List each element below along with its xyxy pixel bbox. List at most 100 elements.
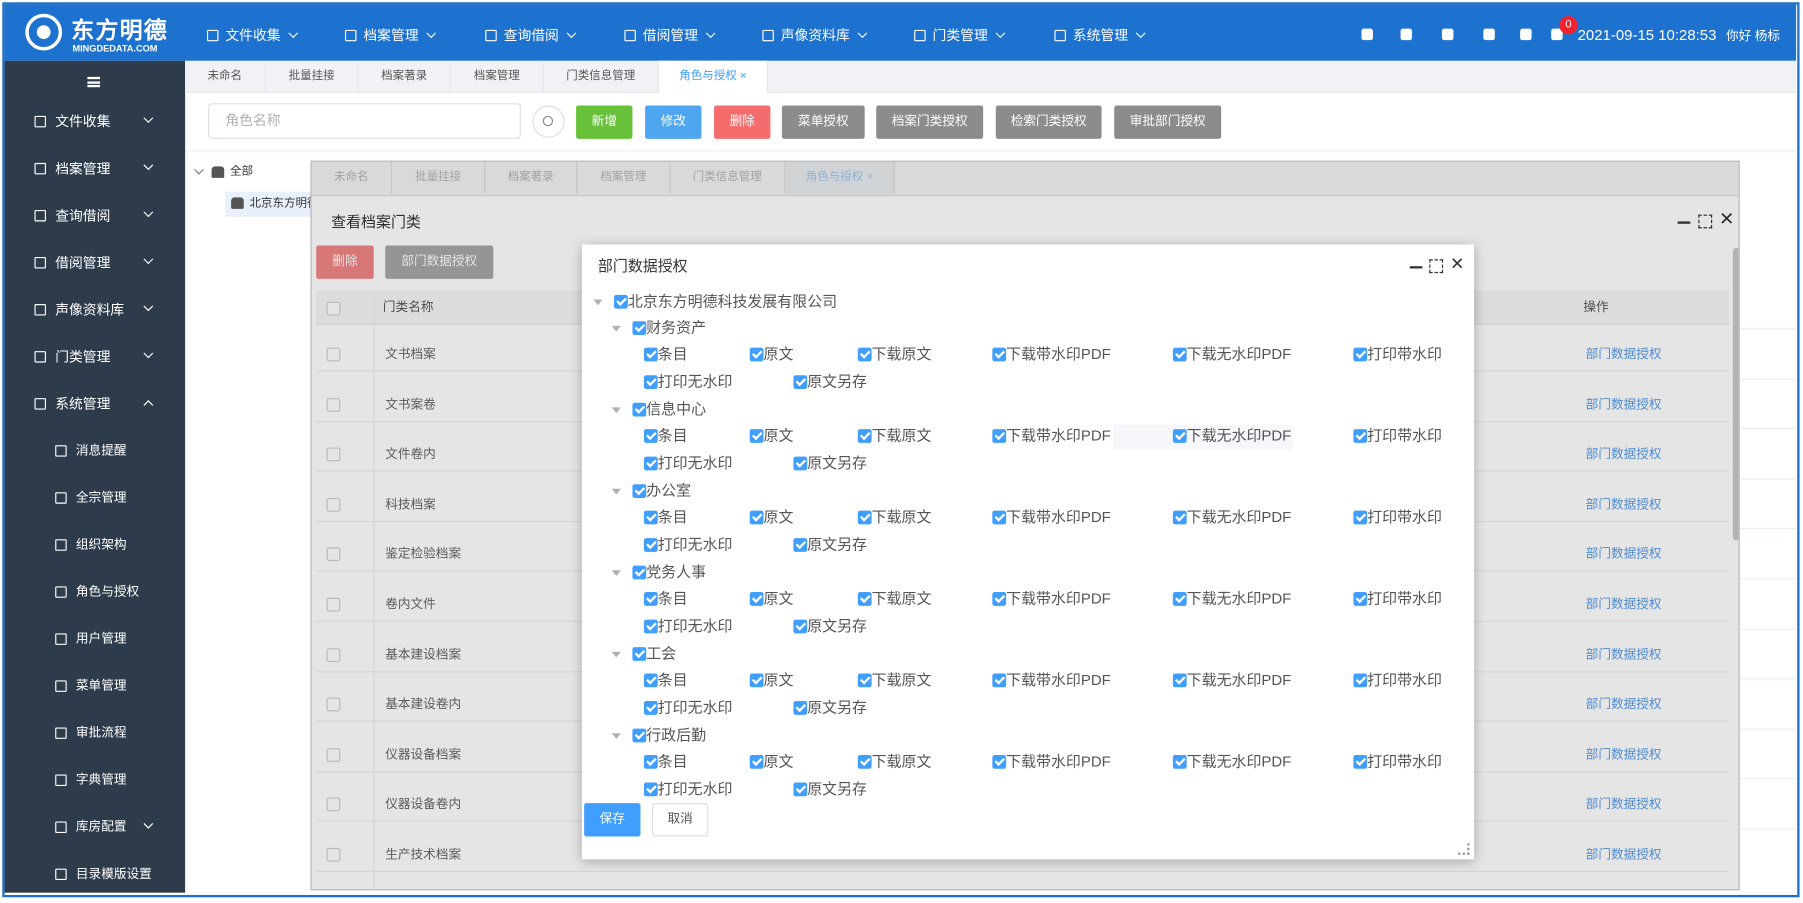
checkbox[interactable] <box>857 592 872 606</box>
checkbox[interactable] <box>793 782 808 797</box>
checkbox[interactable] <box>992 673 1007 688</box>
checkbox[interactable] <box>1172 754 1187 769</box>
checkbox[interactable] <box>1353 510 1368 525</box>
submenu-item[interactable]: 字典管理 <box>75 773 127 788</box>
toolbar-button[interactable]: 档案门类授权 <box>876 105 984 139</box>
resize-handle[interactable] <box>1458 843 1470 855</box>
submenu-item[interactable]: 库房配置 <box>75 820 127 835</box>
sidebar-item[interactable]: 档案管理 <box>55 160 111 177</box>
checkbox[interactable] <box>643 510 658 525</box>
top-menu-item[interactable]: 查询借阅 <box>485 26 577 44</box>
sidebar-toggle[interactable] <box>87 76 101 88</box>
tab[interactable]: 门类信息管理 <box>670 161 786 194</box>
tree-toggle[interactable] <box>611 488 621 495</box>
checkbox[interactable] <box>992 592 1007 606</box>
tab-close[interactable]: × <box>863 170 874 184</box>
dialog-close[interactable]: ✕ <box>1449 254 1465 275</box>
search-button[interactable] <box>532 105 565 138</box>
checkbox[interactable] <box>749 754 764 769</box>
row-action[interactable]: 部门数据授权 <box>1585 747 1662 762</box>
tab[interactable]: 未命名 <box>312 161 393 194</box>
row-action[interactable]: 部门数据授权 <box>1585 347 1662 362</box>
tab[interactable]: 档案管理 <box>451 60 544 93</box>
checkbox[interactable] <box>632 484 647 498</box>
tree-toggle[interactable] <box>611 651 621 658</box>
layer-button[interactable]: 部门数据授权 <box>385 245 494 279</box>
checkbox[interactable] <box>1353 754 1368 769</box>
checkbox[interactable] <box>992 510 1007 525</box>
checkbox[interactable] <box>643 754 658 769</box>
tab[interactable]: 角色与授权 × <box>785 161 895 194</box>
checkbox[interactable] <box>643 456 658 471</box>
tab[interactable]: 档案管理 <box>577 161 671 194</box>
checkbox[interactable] <box>643 592 658 606</box>
checkbox[interactable] <box>793 538 808 552</box>
sidebar-item[interactable]: 系统管理 <box>55 395 111 412</box>
toolbar-button[interactable]: 删除 <box>714 105 771 139</box>
sidebar-item[interactable]: 门类管理 <box>55 348 111 365</box>
tab[interactable]: 批量挂接 <box>392 161 486 194</box>
row-checkbox[interactable] <box>326 447 341 462</box>
tree-toggle[interactable] <box>611 407 621 414</box>
toolbar-button[interactable]: 新增 <box>576 105 633 139</box>
checkbox[interactable] <box>857 347 872 362</box>
top-menu-item[interactable]: 声像资料库 <box>762 26 868 44</box>
cancel-button[interactable]: 取消 <box>651 803 709 837</box>
checkbox[interactable] <box>643 619 658 634</box>
submenu-item[interactable]: 审批流程 <box>75 726 127 741</box>
sidebar-item[interactable]: 文件收集 <box>55 113 111 130</box>
checkbox[interactable] <box>632 402 647 417</box>
checkbox[interactable] <box>614 294 628 309</box>
row-action[interactable]: 部门数据授权 <box>1585 447 1662 462</box>
checkbox[interactable] <box>1172 592 1187 606</box>
checkbox[interactable] <box>857 429 872 443</box>
toolbar-icon[interactable] <box>1551 28 1563 41</box>
checkbox[interactable] <box>793 375 808 389</box>
checkbox[interactable] <box>749 347 764 362</box>
checkbox[interactable] <box>749 673 764 688</box>
top-menu-item[interactable]: 文件收集 <box>206 26 299 44</box>
checkbox[interactable] <box>1353 429 1368 443</box>
submenu-item[interactable]: 消息提醒 <box>75 444 127 458</box>
tree-toggle[interactable] <box>611 325 621 332</box>
tree-toggle[interactable] <box>611 733 621 739</box>
toolbar-icon[interactable] <box>1361 28 1373 41</box>
checkbox[interactable] <box>632 728 647 743</box>
checkbox[interactable] <box>632 321 647 336</box>
checkbox[interactable] <box>1172 347 1187 362</box>
toolbar-icon[interactable] <box>1441 28 1454 41</box>
tab[interactable]: 角色与授权 × <box>658 60 769 93</box>
tree-node[interactable]: 北京东方明德 <box>249 197 319 210</box>
submenu-item[interactable]: 用户管理 <box>75 632 127 646</box>
checkbox[interactable] <box>643 538 658 552</box>
tab[interactable]: 档案著录 <box>359 60 451 93</box>
top-menu-item[interactable]: 档案管理 <box>344 26 437 44</box>
layer-close[interactable]: ✕ <box>1719 209 1735 230</box>
dialog-maximize[interactable] <box>1429 259 1444 274</box>
tab-close[interactable]: × <box>736 69 747 83</box>
tree-root[interactable]: 全部 <box>229 165 253 178</box>
checkbox[interactable] <box>1172 673 1187 688</box>
row-action[interactable]: 部门数据授权 <box>1585 547 1662 562</box>
checkbox[interactable] <box>643 375 658 389</box>
submenu-item[interactable]: 目录模版设置 <box>75 867 152 882</box>
row-checkbox[interactable] <box>326 697 341 712</box>
tree-toggle[interactable] <box>611 570 621 576</box>
checkbox[interactable] <box>857 510 872 525</box>
header-checkbox[interactable] <box>326 301 341 316</box>
row-checkbox[interactable] <box>326 347 341 362</box>
row-action[interactable]: 部门数据授权 <box>1585 397 1662 412</box>
save-button[interactable]: 保存 <box>584 803 641 837</box>
dialog-minimize[interactable] <box>1409 266 1423 269</box>
sidebar-item[interactable]: 查询借阅 <box>55 207 111 224</box>
row-checkbox[interactable] <box>326 747 341 762</box>
toolbar-button[interactable]: 检索门类授权 <box>995 105 1102 139</box>
checkbox[interactable] <box>643 701 658 715</box>
row-checkbox[interactable] <box>326 597 341 612</box>
toolbar-button[interactable]: 审批部门授权 <box>1114 105 1222 139</box>
tree-toggle[interactable] <box>593 299 603 306</box>
checkbox[interactable] <box>632 647 647 661</box>
row-checkbox[interactable] <box>326 397 341 412</box>
row-action[interactable]: 部门数据授权 <box>1585 847 1662 862</box>
checkbox[interactable] <box>1353 592 1368 606</box>
